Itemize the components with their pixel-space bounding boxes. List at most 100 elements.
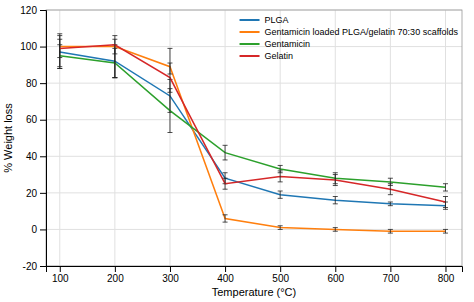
tick-mark	[40, 229, 46, 230]
tick-label: 300	[162, 273, 179, 284]
error-bar	[57, 36, 62, 69]
tick-label: 700	[383, 273, 400, 284]
tick-mark	[40, 193, 46, 194]
tick: -20	[23, 261, 46, 272]
tick: 120	[20, 5, 46, 16]
tick: 400	[217, 266, 234, 284]
grid-line	[445, 10, 446, 266]
tick-mark	[40, 120, 46, 121]
axis-line	[40, 11, 47, 267]
legend-label: Gentamicin loaded PLGA/gelatin 70:30 sca…	[265, 27, 459, 37]
tick: 80	[26, 78, 46, 89]
error-bar	[223, 215, 228, 222]
tick-label: 60	[26, 114, 38, 125]
tick: 800	[438, 266, 455, 284]
error-bar	[388, 202, 393, 206]
tick: 40	[26, 151, 46, 162]
error-bar	[278, 171, 283, 182]
tick-label: 600	[327, 273, 344, 284]
series-line	[60, 56, 446, 188]
tick-mark	[280, 266, 281, 272]
legend: PLGA Gentamicin loaded PLGA/gelatin 70:30…	[240, 15, 459, 61]
axis-line	[47, 267, 463, 273]
tick-label: 500	[272, 273, 289, 284]
marks	[57, 34, 448, 233]
series-line	[60, 45, 446, 202]
tick-mark	[335, 266, 336, 272]
grid-line	[46, 192, 462, 193]
legend-swatch	[240, 19, 260, 21]
error-bar	[443, 184, 448, 191]
legend-item: PLGA	[240, 15, 289, 25]
series-line	[60, 47, 446, 232]
tick: 500	[272, 266, 289, 284]
tick: 0	[31, 224, 46, 235]
grid-line	[46, 229, 462, 230]
error-bar	[223, 145, 228, 160]
error-bar	[443, 197, 448, 208]
legend-item: Gentamicin	[240, 39, 311, 49]
tick: 200	[107, 266, 124, 284]
legend-item: Gentamicin loaded PLGA/gelatin 70:30 sca…	[240, 27, 459, 37]
grid-line	[225, 10, 226, 266]
tick-label: 40	[26, 151, 38, 162]
grid	[46, 10, 462, 266]
error-bar	[388, 229, 393, 233]
tick: 600	[327, 266, 344, 284]
tick: 100	[20, 41, 46, 52]
tick-mark	[40, 266, 46, 267]
error-bar	[57, 39, 62, 57]
tick-label: 80	[26, 78, 38, 89]
legend-label: Gentamicin	[265, 39, 311, 49]
error-bar	[278, 226, 283, 230]
tick-mark	[40, 47, 46, 48]
chart: 100200300400500600700800-200204060801001…	[0, 0, 474, 302]
tick: 20	[26, 188, 46, 199]
tick: 60	[26, 114, 46, 125]
x-axis: 100 200 300 400 500 600 700 800	[47, 266, 463, 284]
tick-mark	[225, 266, 226, 272]
tick-mark	[60, 266, 61, 272]
error-bar	[223, 178, 228, 189]
tick-mark	[115, 266, 116, 272]
tick-label: 800	[438, 273, 455, 284]
tick-label: -20	[23, 261, 38, 272]
tick: 100	[52, 266, 69, 284]
legend-swatch	[240, 55, 260, 57]
error-bar	[333, 197, 338, 204]
y-axis: -20 0 20 40 60 80 100 120	[20, 5, 46, 272]
tick-label: 400	[217, 273, 234, 284]
error-bar	[167, 63, 172, 92]
tick-mark	[40, 83, 46, 84]
tick-mark	[170, 266, 171, 272]
grid-line	[46, 119, 462, 120]
grid-line	[390, 10, 391, 266]
error-bar	[57, 34, 62, 69]
tick-label: 20	[26, 188, 38, 199]
legend-label: Gelatin	[265, 51, 294, 61]
error-bar	[333, 228, 338, 232]
tick-mark	[40, 10, 46, 11]
error-bar	[443, 229, 448, 233]
tick: 300	[162, 266, 179, 284]
plot-frame	[46, 10, 462, 266]
error-bar	[167, 89, 172, 133]
grid-line	[46, 83, 462, 84]
grid-line	[46, 156, 462, 157]
tick-label: 0	[31, 224, 37, 235]
x-axis-title: Temperature (°C)	[212, 286, 296, 298]
legend-label: PLGA	[265, 15, 289, 25]
tick-label: 100	[20, 41, 37, 52]
legend-swatch	[240, 43, 260, 45]
error-bar	[278, 191, 283, 198]
tick-label: 120	[20, 5, 37, 16]
error-bar	[333, 175, 338, 186]
y-axis-title: % Weight loss	[2, 103, 14, 173]
tick-mark	[40, 156, 46, 157]
tick-label: 200	[107, 273, 124, 284]
series-line	[60, 52, 446, 206]
tick-mark	[390, 266, 391, 272]
tick: 700	[383, 266, 400, 284]
legend-item: Gelatin	[240, 51, 294, 61]
error-bar	[112, 36, 117, 78]
